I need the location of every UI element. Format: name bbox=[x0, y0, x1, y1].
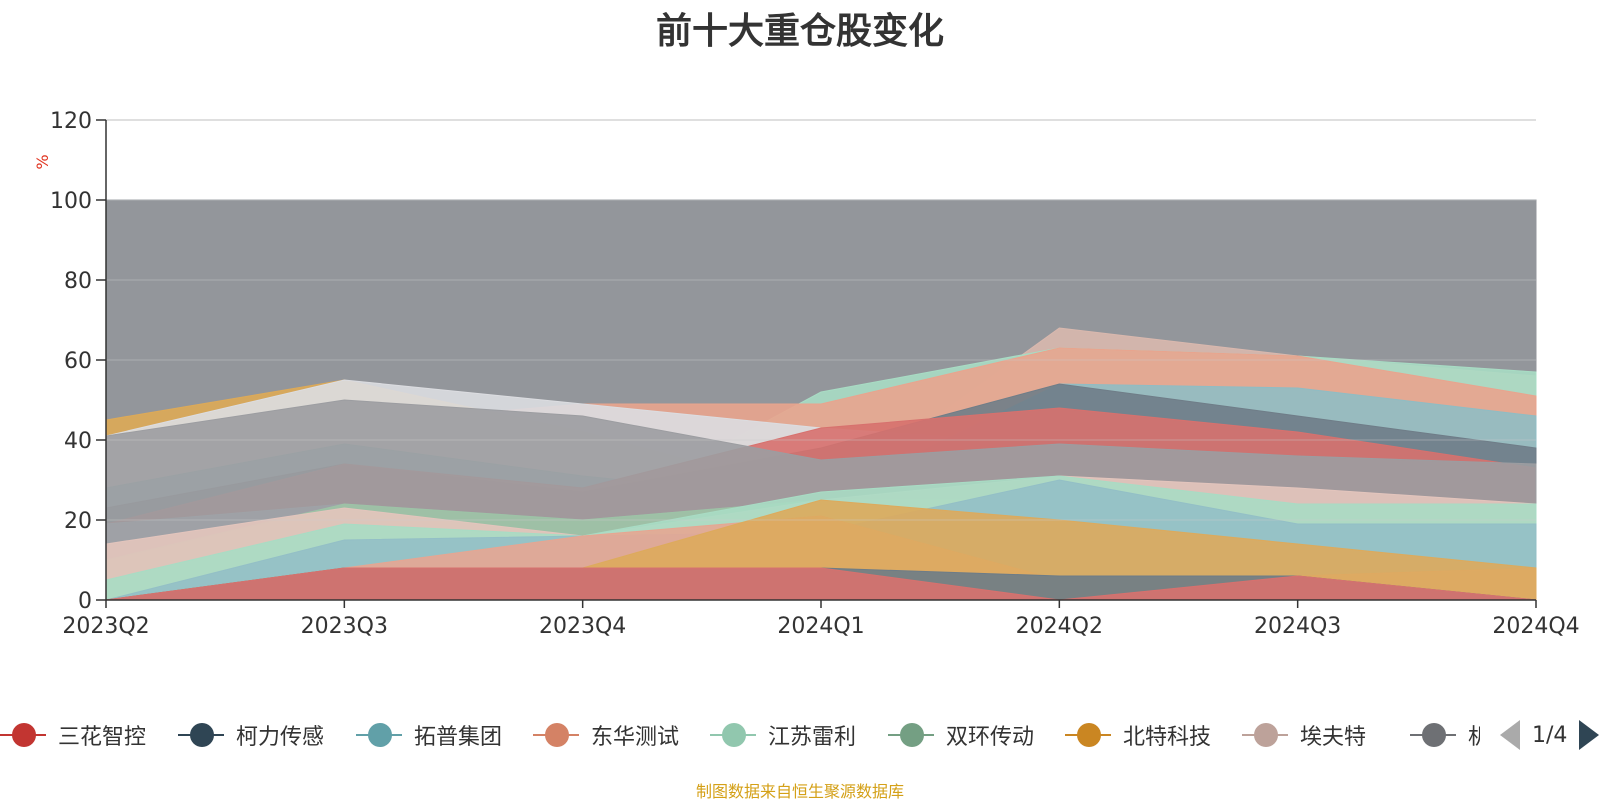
legend-marker-icon bbox=[533, 722, 579, 748]
legend-label: 东华测试 bbox=[591, 725, 680, 750]
legend-items: 三花智控 柯力传感 拓普集团 东华测试 江苏雷利 双环传动 北特科技 埃夫特 机器 bbox=[0, 715, 1480, 755]
legend-marker-icon bbox=[356, 722, 402, 748]
legend-item[interactable]: 三花智控 bbox=[0, 715, 146, 755]
legend-prev-page-icon[interactable] bbox=[1500, 720, 1520, 750]
x-tick-label: 2024Q2 bbox=[1016, 614, 1103, 639]
x-tick-label: 2023Q2 bbox=[62, 614, 149, 639]
legend-next-page-icon[interactable] bbox=[1579, 720, 1600, 750]
legend-label: 柯力传感 bbox=[236, 725, 325, 750]
legend: 三花智控 柯力传感 拓普集团 东华测试 江苏雷利 双环传动 北特科技 埃夫特 机器 1/4 bbox=[0, 715, 1600, 755]
legend-label: 三花智控 bbox=[58, 725, 147, 750]
y-tick-label: 100 bbox=[50, 189, 92, 214]
axes: 0 20 40 60 80 100 120 2023Q2 2023Q3 2023Q4 2024Q1 2… bbox=[50, 109, 1580, 639]
legend-marker-icon bbox=[1410, 722, 1456, 748]
chart-title: 前十大重仓股变化 bbox=[655, 11, 944, 52]
x-tick-label: 2024Q3 bbox=[1254, 614, 1341, 639]
x-tick-label: 2024Q1 bbox=[777, 614, 864, 639]
y-axis-unit-label: % bbox=[33, 154, 52, 169]
y-tick-label: 60 bbox=[64, 349, 92, 374]
legend-pager: 1/4 bbox=[1500, 715, 1600, 755]
legend-marker-icon bbox=[710, 722, 756, 748]
x-tick-label: 2023Q4 bbox=[539, 614, 626, 639]
legend-label: 埃夫特 bbox=[1300, 725, 1367, 750]
x-tick-label: 2023Q3 bbox=[301, 614, 388, 639]
grid-lines bbox=[106, 119, 1536, 521]
legend-item[interactable]: 双环传动 bbox=[888, 715, 1034, 755]
legend-label: 江苏雷利 bbox=[768, 725, 857, 750]
legend-marker-icon bbox=[888, 722, 934, 748]
y-tick-label: 20 bbox=[64, 509, 92, 534]
legend-label: 北特科技 bbox=[1123, 725, 1212, 750]
legend-page-indicator: 1/4 bbox=[1532, 722, 1568, 748]
legend-item[interactable]: 拓普集团 bbox=[356, 715, 502, 755]
legend-item[interactable]: 埃夫特 bbox=[1242, 715, 1366, 755]
legend-marker-icon bbox=[1065, 722, 1111, 748]
legend-marker-icon bbox=[1242, 722, 1288, 748]
y-tick-label: 0 bbox=[78, 589, 92, 614]
y-tick-label: 120 bbox=[50, 109, 92, 134]
legend-label: 机器 bbox=[1468, 725, 1480, 750]
legend-marker-icon bbox=[0, 722, 46, 748]
legend-item[interactable]: 机器 bbox=[1410, 715, 1480, 755]
legend-label: 拓普集团 bbox=[414, 725, 503, 750]
series-area-18 bbox=[105, 567, 1537, 601]
legend-item[interactable]: 柯力传感 bbox=[178, 715, 324, 755]
y-tick-label: 40 bbox=[64, 429, 92, 454]
legend-label: 双环传动 bbox=[946, 725, 1035, 750]
x-tick-label: 2024Q4 bbox=[1492, 614, 1579, 639]
source-note: 制图数据来自恒生聚源数据库 bbox=[695, 782, 904, 801]
legend-item[interactable]: 北特科技 bbox=[1065, 715, 1211, 755]
legend-marker-icon bbox=[178, 722, 224, 748]
y-tick-label: 80 bbox=[64, 269, 92, 294]
series-areas bbox=[105, 199, 1537, 601]
legend-item[interactable]: 江苏雷利 bbox=[710, 715, 856, 755]
legend-item[interactable]: 东华测试 bbox=[533, 715, 679, 755]
